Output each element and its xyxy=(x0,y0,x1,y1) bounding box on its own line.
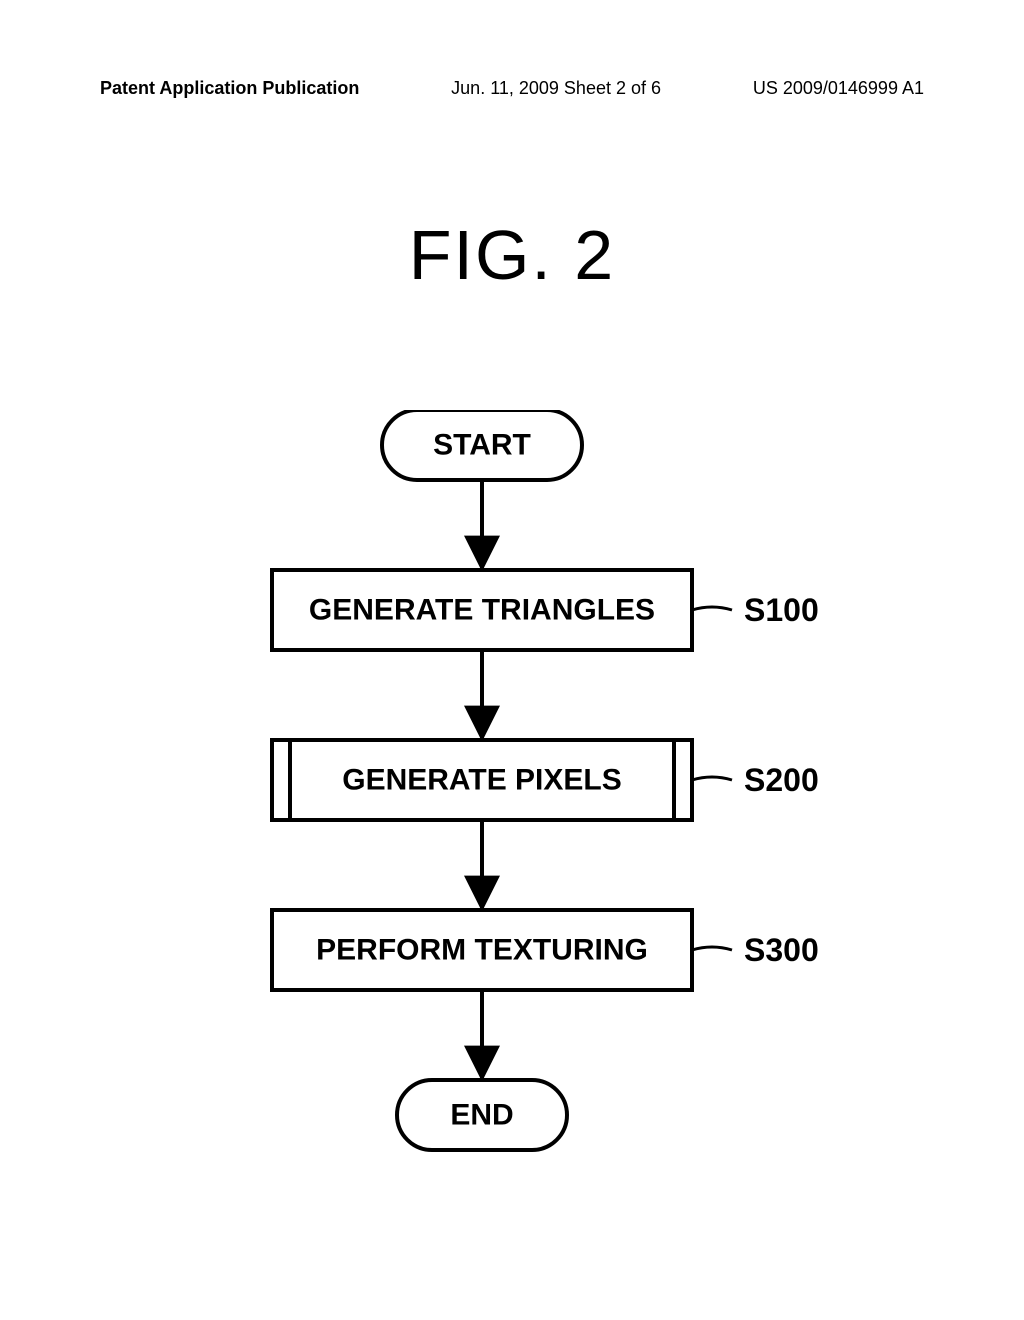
flow-node-s300: PERFORM TEXTURING S300 xyxy=(272,910,819,990)
flow-node-label: PERFORM TEXTURING xyxy=(316,934,648,967)
flow-node-s200: GENERATE PIXELS S200 xyxy=(272,740,819,820)
ref-connector xyxy=(692,777,732,780)
flow-node-label: START xyxy=(433,429,531,462)
flow-node-label: GENERATE PIXELS xyxy=(342,764,622,797)
step-reference: S300 xyxy=(744,932,819,968)
header-doc-number: US 2009/0146999 A1 xyxy=(753,78,924,99)
header-publication: Patent Application Publication xyxy=(100,78,359,99)
flow-node-end: END xyxy=(397,1080,567,1150)
flow-node-label: END xyxy=(450,1099,513,1132)
page-header: Patent Application Publication Jun. 11, … xyxy=(100,78,924,99)
ref-connector xyxy=(692,947,732,950)
header-date-sheet: Jun. 11, 2009 Sheet 2 of 6 xyxy=(451,78,661,99)
step-reference: S100 xyxy=(744,592,819,628)
step-reference: S200 xyxy=(744,762,819,798)
flow-node-start: START xyxy=(382,410,582,480)
flowchart-svg: START GENERATE TRIANGLES S100 GENERATE PIXE… xyxy=(62,410,962,1190)
figure-title: FIG. 2 xyxy=(0,215,1024,295)
page: Patent Application Publication Jun. 11, … xyxy=(0,0,1024,1320)
flow-node-label: GENERATE TRIANGLES xyxy=(309,594,655,627)
ref-connector xyxy=(692,607,732,610)
flow-node-s100: GENERATE TRIANGLES S100 xyxy=(272,570,819,650)
flowchart: START GENERATE TRIANGLES S100 GENERATE PIXE… xyxy=(0,410,1024,1190)
